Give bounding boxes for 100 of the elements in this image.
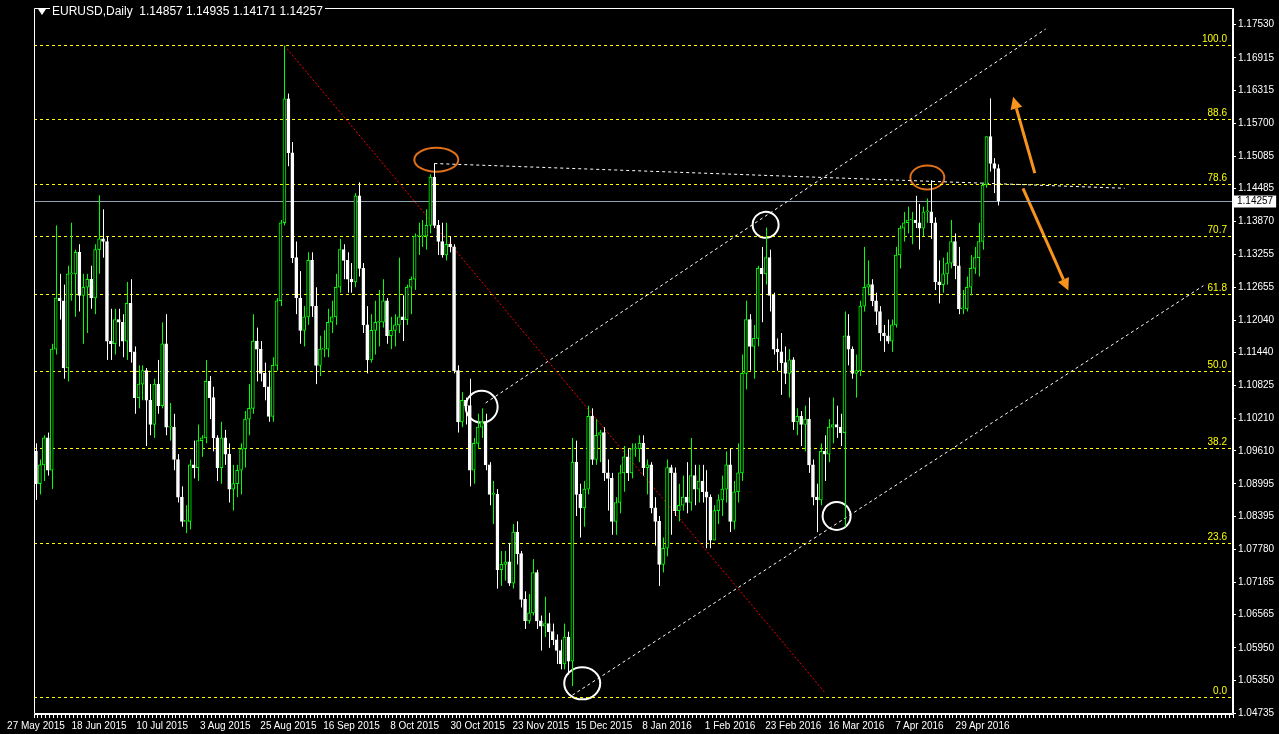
candlestick	[870, 278, 874, 307]
candlestick	[653, 496, 658, 547]
candlestick	[578, 483, 583, 538]
candlestick	[941, 257, 945, 294]
candlestick	[156, 359, 161, 415]
candlestick	[645, 458, 650, 495]
candlestick	[191, 440, 196, 479]
annotation: 78.6	[1207, 172, 1228, 184]
candlestick	[925, 197, 930, 224]
y-tick-label: 1.15700	[1238, 116, 1275, 128]
x-tick-label: 25 Aug 2015	[260, 719, 317, 731]
candlestick	[239, 442, 243, 495]
candlestick	[113, 308, 117, 356]
candlestick	[101, 208, 105, 259]
candlestick	[945, 251, 949, 286]
candlestick	[878, 305, 882, 342]
candlestick	[81, 273, 86, 345]
candlestick	[736, 442, 740, 504]
candlestick	[373, 300, 377, 356]
y-tick-label: 1.06565	[1238, 608, 1275, 620]
candlestick	[420, 219, 425, 248]
candlestick	[661, 537, 665, 573]
x-tick-label: 16 Sep 2015	[323, 719, 381, 731]
y-tick-label: 1.15085	[1238, 150, 1275, 161]
y-tick-label: 1.12040	[1238, 313, 1275, 325]
candlestick	[677, 483, 681, 522]
x-tick-label: 23 Feb 2016	[765, 719, 822, 731]
y-tick-label: 1.07780	[1238, 543, 1275, 555]
candlestick	[787, 348, 792, 399]
candlestick	[247, 383, 251, 436]
candlestick	[669, 464, 673, 536]
x-tick-label: 18 Jun 2015	[71, 719, 128, 731]
y-tick-label: 1.10825	[1238, 379, 1275, 391]
candlestick	[120, 313, 125, 358]
candlestick	[961, 289, 965, 315]
y-tick-label: 1.04735	[1238, 706, 1275, 718]
candlestick	[724, 450, 729, 504]
x-tick-label: 16 Mar 2016	[828, 719, 885, 731]
candlestick	[515, 520, 519, 565]
candlestick	[582, 480, 587, 528]
candlestick	[759, 246, 764, 323]
candlestick	[85, 273, 90, 334]
candlestick	[720, 475, 725, 517]
candlestick	[862, 246, 867, 312]
y-tick-label: 1.09610	[1238, 444, 1275, 456]
x-tick-label: 10 Jul 2015	[136, 719, 189, 731]
candlestick	[503, 550, 508, 582]
y-tick-label: 1.10210	[1238, 412, 1275, 424]
y-tick-label: 1.16915	[1238, 51, 1275, 63]
annotation: 0.0	[1213, 685, 1228, 697]
x-tick-label: 1 Feb 2016	[704, 719, 756, 731]
candlestick	[109, 308, 113, 361]
candlestick	[440, 222, 445, 259]
candlestick	[38, 458, 42, 495]
candlestick	[527, 593, 531, 625]
candlestick	[235, 464, 239, 498]
y-tick-label: 1.14485	[1238, 182, 1275, 194]
candlestick	[937, 259, 941, 304]
x-tick-label: 8 Oct 2015	[390, 719, 440, 731]
candlestick	[377, 289, 381, 347]
candlestick	[949, 219, 953, 269]
candlestick	[546, 612, 551, 649]
y-tick-label: 1.08995	[1238, 477, 1275, 489]
annotation: 88.6	[1207, 107, 1228, 119]
candlestick	[69, 222, 74, 302]
candlestick	[393, 313, 397, 347]
y-tick-label: 1.16315	[1238, 83, 1275, 95]
x-tick-label: 23 Nov 2015	[512, 719, 570, 731]
candlestick	[180, 485, 184, 528]
y-tick-label: 1.13870	[1238, 215, 1275, 227]
y-tick-label: 1.11440	[1238, 346, 1274, 358]
annotation: 100.0	[1201, 33, 1228, 45]
candlestick	[436, 219, 441, 256]
y-tick-label: 1.05350	[1238, 673, 1275, 685]
x-tick-label: 30 Oct 2015	[450, 719, 506, 731]
candlestick	[633, 442, 638, 458]
candlestick	[322, 329, 326, 358]
y-tick-label: 1.13255	[1238, 248, 1275, 260]
candlestick	[400, 294, 405, 342]
candlestick	[874, 292, 878, 326]
annotation: 23.6	[1207, 531, 1228, 543]
candlestick	[866, 259, 870, 296]
candlestick	[168, 402, 172, 442]
x-tick-label: 29 Apr 2016	[955, 719, 1010, 731]
candlestick	[444, 222, 448, 261]
candlestick	[882, 324, 886, 353]
candlestick	[815, 483, 819, 533]
x-tick-label: 15 Dec 2015	[575, 719, 633, 731]
candlestick	[116, 308, 121, 347]
candlestick	[803, 405, 807, 452]
candlestick	[318, 335, 322, 377]
annotation: 61.8	[1207, 282, 1228, 294]
candlestick	[89, 265, 94, 310]
x-tick-label: 7 Apr 2016	[895, 719, 945, 731]
y-tick-label: 1.12655	[1238, 280, 1275, 292]
candlestick	[255, 327, 259, 382]
candlestick	[953, 232, 957, 280]
ref-line-label: 1.14257	[1237, 195, 1274, 207]
candlestick	[507, 542, 512, 587]
annotation: 38.2	[1207, 436, 1228, 448]
